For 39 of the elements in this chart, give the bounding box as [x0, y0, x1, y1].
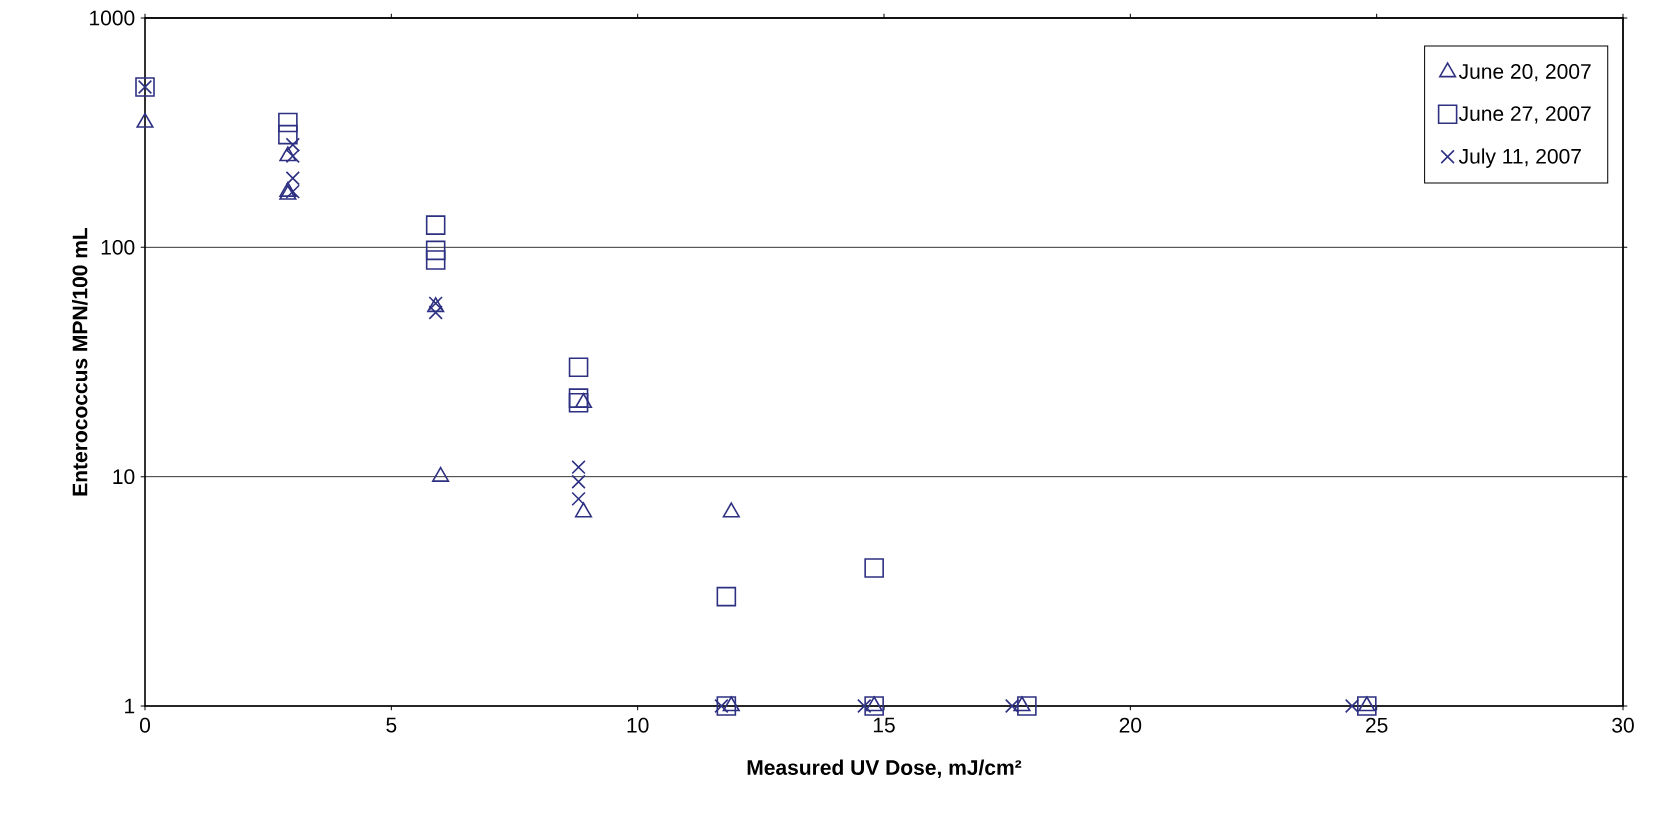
x-tick-label: 0: [139, 717, 151, 733]
point: [568, 392, 589, 413]
point: [716, 586, 737, 607]
point: [571, 460, 586, 475]
point: [285, 148, 300, 164]
legend-label: June 20, 2007: [1458, 64, 1591, 82]
x-tick-label: 25: [1366, 717, 1388, 733]
point: [425, 215, 446, 235]
point: [278, 124, 298, 145]
legend-label: June 27, 2007: [1458, 106, 1591, 124]
x-tick-label: 30: [1612, 717, 1634, 733]
x-tick-label: 10: [627, 717, 649, 733]
legend-label: July 11, 2007: [1458, 148, 1581, 168]
point: [571, 474, 586, 489]
point: [428, 305, 443, 320]
point: [1013, 696, 1031, 712]
y-tick-label: 1: [125, 698, 135, 714]
x-tick-label: 5: [386, 717, 397, 733]
point: [722, 502, 740, 518]
point: [279, 146, 297, 162]
point: [425, 250, 446, 270]
point: [568, 388, 589, 408]
point: [425, 240, 446, 261]
point: [574, 392, 593, 409]
x-axis-title: Measured UV Dose, mJ/cm²: [747, 759, 1022, 778]
x-tick-label: 20: [1119, 717, 1142, 733]
point: [285, 137, 300, 152]
point: [864, 558, 884, 578]
point: [285, 184, 300, 199]
x-tick-label: 15: [873, 717, 895, 733]
y-tick-label: 1000: [90, 10, 135, 26]
point: [278, 112, 298, 133]
y-tick-label: 100: [101, 239, 135, 255]
point: [568, 357, 589, 378]
point: [857, 698, 872, 714]
y-tick-label: 10: [113, 469, 135, 485]
point: [722, 696, 740, 712]
y-axis-title: Enterococcus MPN/100 mL: [71, 227, 88, 496]
point: [716, 696, 737, 716]
